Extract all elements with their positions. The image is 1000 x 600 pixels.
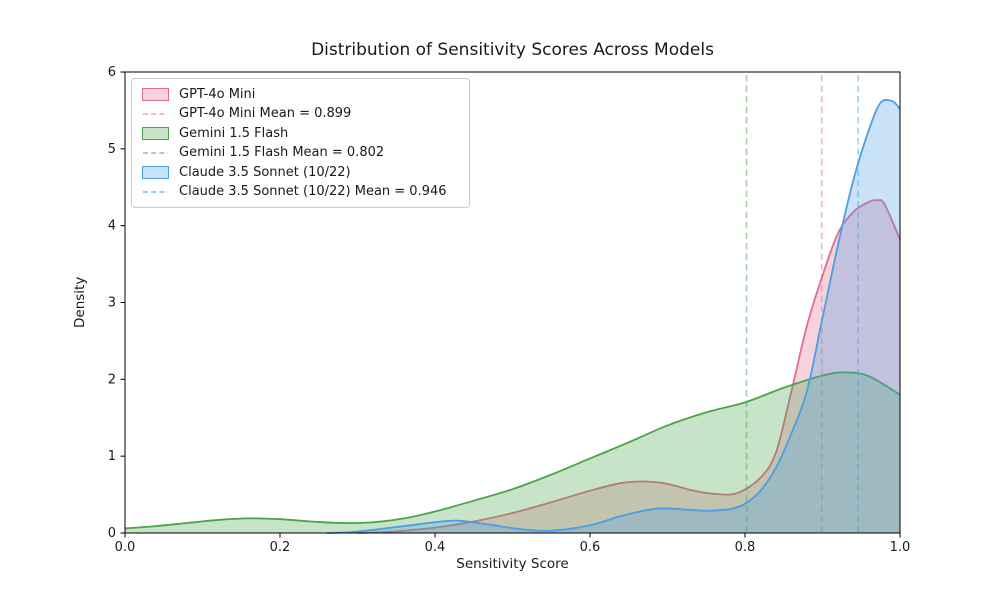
legend-patch-swatch xyxy=(142,165,169,179)
legend-label: GPT-4o Mini xyxy=(179,87,256,102)
x-tick-label: 1.0 xyxy=(890,540,911,555)
legend-row: Claude 3.5 Sonnet (10/22) Mean = 0.946 xyxy=(142,184,459,199)
legend-dash-swatch xyxy=(143,191,168,193)
kde-line xyxy=(124,371,901,530)
kde-line xyxy=(326,98,901,534)
legend-label: GPT-4o Mini Mean = 0.899 xyxy=(179,106,352,122)
legend-patch-swatch xyxy=(142,126,169,140)
kde-fill xyxy=(326,99,900,534)
x-tick-label: 0.0 xyxy=(115,540,136,555)
chart-title: Distribution of Sensitivity Scores Acros… xyxy=(311,40,714,60)
x-tick-label: 0.6 xyxy=(580,540,601,555)
legend: GPT-4o Mini GPT-4o Mini Mean = 0.899 Gemin… xyxy=(131,78,470,208)
x-tick-label: 0.2 xyxy=(270,540,291,555)
legend-row: GPT-4o Mini Mean = 0.899 xyxy=(142,106,459,121)
x-tick-label: 0.8 xyxy=(735,540,756,555)
y-tick-label: 3 xyxy=(108,296,116,311)
legend-row: Gemini 1.5 Flash xyxy=(142,126,459,141)
legend-row: Claude 3.5 Sonnet (10/22) xyxy=(142,165,459,180)
y-tick-label: 5 xyxy=(108,142,116,157)
y-tick-label: 1 xyxy=(108,449,116,464)
y-tick-label: 0 xyxy=(108,526,116,541)
y-tick-label: 2 xyxy=(108,372,116,387)
legend-label: Claude 3.5 Sonnet (10/22) xyxy=(179,164,351,180)
legend-patch-swatch xyxy=(142,88,169,101)
legend-dash-swatch xyxy=(143,113,168,116)
y-tick-label: 6 xyxy=(108,65,116,80)
legend-label: Gemini 1.5 Flash xyxy=(179,125,289,141)
legend-row: Gemini 1.5 Flash Mean = 0.802 xyxy=(142,145,459,160)
legend-row: GPT-4o Mini xyxy=(142,87,459,102)
x-axis-label: Sensitivity Score xyxy=(456,556,569,572)
kde-fill xyxy=(357,199,900,534)
legend-label: Claude 3.5 Sonnet (10/22) Mean = 0.946 xyxy=(179,183,447,199)
legend-label: Gemini 1.5 Flash Mean = 0.802 xyxy=(179,145,385,161)
x-tick-label: 0.4 xyxy=(425,540,446,555)
legend-dash-swatch xyxy=(143,152,168,155)
y-tick-label: 4 xyxy=(108,219,116,234)
